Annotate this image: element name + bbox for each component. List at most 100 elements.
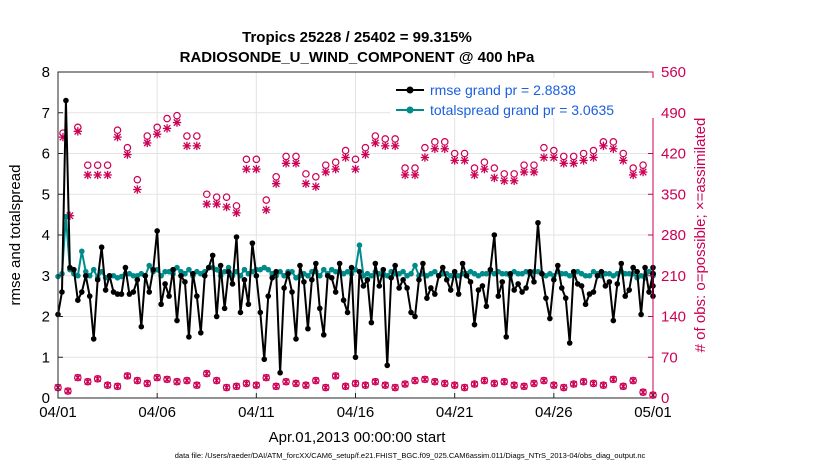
obs-count-possible-point — [272, 382, 280, 391]
obs-possible-point — [83, 161, 92, 169]
obs-count-possible-point — [262, 373, 271, 382]
obs-possible-point — [252, 155, 261, 164]
rmse-point — [471, 321, 478, 328]
rmse-point — [106, 272, 113, 279]
x-tick-label: 04/26 — [535, 404, 573, 421]
totalspread-point — [241, 266, 248, 273]
obs-count-possible-point — [361, 381, 370, 389]
rmse-point — [198, 330, 204, 336]
obs-count-assimilated-point — [193, 381, 201, 389]
rmse-point — [630, 264, 636, 271]
y-tick-label-right: 560 — [661, 64, 686, 81]
rmse-point — [598, 268, 605, 275]
obs-count-possible-point — [500, 377, 509, 386]
totalspread-point — [118, 273, 125, 280]
rmse-point — [233, 234, 240, 240]
rmse-point — [201, 272, 208, 279]
obs-count-assimilated-point — [461, 384, 469, 391]
rmse-point — [578, 283, 585, 289]
obs-assimilated-point — [83, 170, 92, 180]
rmse-point — [225, 268, 232, 275]
obs-count-possible-point — [312, 376, 320, 385]
rmse-point — [348, 264, 355, 271]
obs-count-assimilated-point — [272, 382, 280, 390]
obs-count-possible-point — [381, 381, 390, 389]
obs-assimilated-point — [143, 138, 152, 148]
obs-count-assimilated-point — [292, 379, 300, 387]
obs-count-possible-point — [431, 377, 439, 386]
obs-count-assimilated-point — [133, 377, 141, 384]
x-tick-label: 04/16 — [337, 404, 375, 421]
obs-count-assimilated-point — [371, 378, 379, 386]
obs-assimilated-point — [271, 179, 281, 188]
obs-count-possible-point — [599, 381, 608, 389]
y-axis-label-right: # of obs: o=possible; ×=assimilated — [692, 118, 709, 353]
rmse-point — [205, 264, 212, 271]
obs-count-assimilated-point — [223, 384, 231, 391]
rmse-point — [138, 323, 145, 330]
rmse-point — [134, 277, 141, 283]
obs-assimilated-point — [559, 159, 568, 168]
y-tick-label-right: 0 — [661, 390, 669, 407]
obs-count-assimilated-point — [322, 384, 330, 391]
rmse-point — [305, 325, 311, 332]
obs-possible-point — [183, 132, 191, 140]
obs-count-possible-point — [202, 369, 211, 378]
obs-assimilated-point — [410, 170, 420, 180]
obs-count-assimilated-point — [421, 375, 429, 383]
rmse-point — [301, 279, 307, 285]
rmse-point — [428, 285, 434, 291]
y-tick-label-right: 70 — [661, 349, 678, 366]
rmse-point — [186, 334, 192, 340]
obs-count-possible-point — [341, 382, 350, 391]
totalspread-point — [586, 272, 593, 279]
rmse-point — [344, 309, 351, 316]
obs-count-possible-point — [232, 382, 241, 391]
rmse-point — [265, 293, 272, 299]
y-tick-label: 7 — [42, 105, 50, 122]
rmse-point — [190, 270, 196, 277]
obs-count-assimilated-point — [619, 382, 627, 390]
obs-assimilated-point — [460, 156, 469, 165]
rmse-point — [634, 268, 640, 275]
y-tick-label-right: 350 — [661, 186, 686, 203]
rmse-point — [523, 285, 529, 291]
rmse-point — [420, 260, 426, 267]
obs-count-possible-point — [64, 387, 72, 395]
obs-assimilated-point — [182, 141, 192, 151]
obs-assimilated-point — [450, 156, 459, 165]
obs-assimilated-point — [262, 205, 271, 215]
obs-assimilated-point — [619, 156, 628, 165]
obs-count-assimilated-point — [490, 379, 498, 387]
totalspread-point — [412, 262, 418, 269]
chart-title: Tropics 25228 / 25402 = 99.315% — [242, 29, 472, 46]
rmse-point — [90, 336, 97, 342]
obs-assimilated-point — [430, 144, 440, 153]
y-tick-label-right: 140 — [661, 309, 686, 326]
rmse-point — [352, 354, 359, 361]
rmse-point — [424, 295, 430, 301]
rmse-point — [527, 268, 533, 275]
obs-count-possible-point — [550, 381, 558, 389]
y-tick-label: 8 — [42, 64, 50, 81]
rmse-point — [396, 285, 402, 291]
obs-count-assimilated-point — [480, 377, 488, 384]
obs-assimilated-point — [519, 167, 529, 177]
totalspread-point — [626, 270, 632, 277]
obs-assimilated-point — [589, 153, 598, 162]
obs-count-assimilated-point — [441, 379, 449, 387]
obs-assimilated-point — [420, 153, 430, 162]
obs-count-assimilated-point — [203, 370, 211, 378]
legend-spread-label: totalspread grand pr = 3.0635 — [430, 102, 614, 118]
obs-assimilated-point — [242, 164, 251, 174]
totalspread-point — [582, 272, 589, 279]
rmse-point — [499, 279, 506, 285]
rmse-point — [209, 252, 216, 259]
obs-possible-point — [351, 155, 360, 164]
x-tick-label: 05/01 — [634, 404, 672, 421]
obs-assimilated-point — [192, 141, 202, 151]
rmse-point — [392, 262, 398, 269]
rmse-point — [503, 334, 510, 340]
rmse-point — [547, 315, 553, 322]
